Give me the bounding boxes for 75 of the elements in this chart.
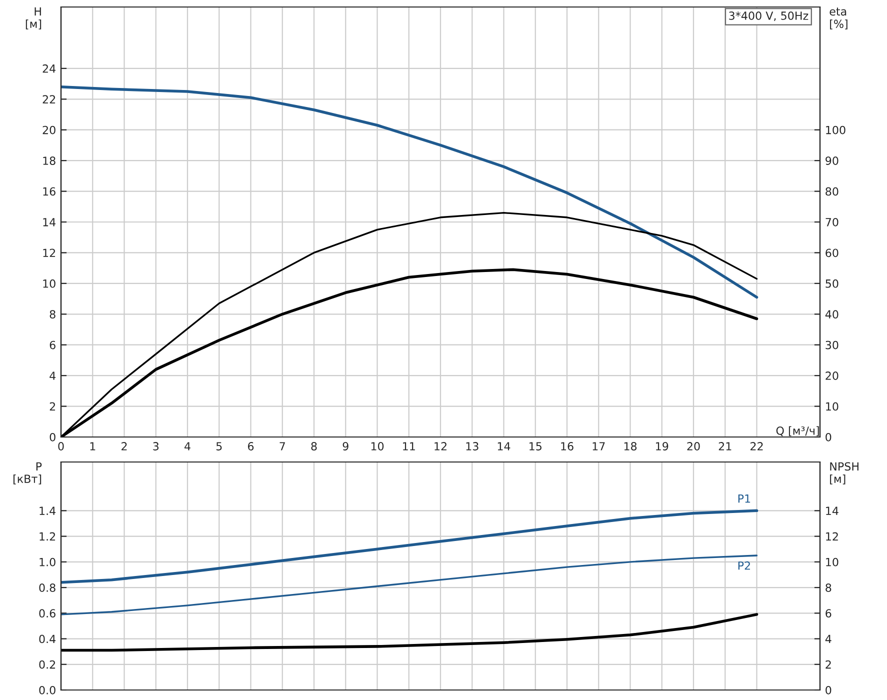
line-series [61, 85, 758, 299]
x-tick-label: 6 [248, 442, 254, 450]
y2-axis-title: NPSH [м] [830, 462, 858, 484]
y2-tick-label: 8 [826, 584, 832, 592]
x-tick-label: 9 [342, 442, 348, 450]
y2-tick-label: 90 [826, 156, 838, 165]
y-tick-label: 1.0 [40, 558, 56, 566]
y-tick-label: 1.4 [40, 506, 56, 515]
line-series [61, 554, 758, 616]
y-tick-label: 10 [43, 279, 56, 288]
y-tick-label: 4 [50, 372, 56, 380]
x-tick-label: 21 [718, 442, 732, 450]
series-label: P2 [738, 561, 750, 570]
y2-tick-label: 6 [826, 609, 832, 618]
y2-tick-label: 10 [826, 558, 838, 566]
x-tick-label: 12 [434, 442, 446, 450]
x-tick-label: 15 [530, 442, 542, 450]
y-tick-label: 22 [42, 95, 56, 104]
x-tick-label: 0 [58, 442, 64, 450]
x-tick-label: 18 [624, 442, 637, 450]
y-tick-label: 18 [43, 156, 56, 165]
y-tick-label: 0 [50, 432, 56, 442]
x-tick-label: 10 [371, 442, 384, 450]
line-series [61, 509, 758, 584]
x-tick-label: 22 [750, 442, 763, 450]
x-tick-label: 3 [153, 442, 159, 450]
y2-tick-label: 0 [826, 686, 832, 694]
y-tick-label: 6 [50, 340, 56, 350]
annotation: 3*400 V, 50Hz [729, 11, 808, 22]
x-tick-label: 20 [687, 442, 700, 450]
y2-tick-label: 30 [826, 340, 838, 350]
y-axis-title: H [м] [26, 7, 42, 30]
x-tick-label: 14 [498, 442, 510, 450]
x-tick-label: 17 [592, 442, 605, 450]
y-tick-label: 0.2 [39, 660, 56, 669]
y2-tick-label: 0 [826, 432, 832, 442]
y-tick-label: 20 [42, 126, 56, 134]
y-tick-label: 1.2 [40, 532, 56, 541]
y2-tick-label: 80 [826, 187, 838, 196]
x-tick-label: 1 [90, 442, 96, 450]
x-axis-title: Q [м³/ч] [776, 426, 819, 436]
y2-tick-label: 12 [826, 532, 838, 541]
y2-tick-label: 10 [826, 402, 838, 411]
y2-tick-label: 70 [826, 218, 838, 226]
x-tick-label: 7 [280, 442, 285, 450]
y-tick-label: 0.4 [39, 634, 56, 644]
y-tick-label: 2 [50, 402, 56, 411]
y-tick-label: 12 [43, 248, 56, 257]
y2-tick-label: 14 [826, 506, 838, 515]
y2-tick-label: 100 [826, 126, 846, 134]
y2-tick-label: 4 [825, 634, 832, 643]
y-tick-label: 14 [43, 218, 56, 226]
y-tick-label: 0.0 [39, 686, 56, 694]
x-tick-label: 11 [403, 442, 415, 450]
y-tick-label: 0.8 [39, 584, 56, 592]
x-tick-label: 4 [184, 442, 190, 450]
y2-tick-label: 40 [825, 310, 838, 319]
series-label: P1 [738, 494, 750, 503]
y-axis-title: P [кВт] [14, 462, 42, 484]
x-tick-label: 8 [311, 442, 317, 450]
y2-axis-title: eta [%] [830, 8, 848, 30]
y2-tick-label: 50 [826, 279, 838, 288]
y-tick-label: 24 [42, 64, 56, 73]
y-tick-label: 16 [43, 187, 56, 196]
line-series [61, 613, 758, 652]
y2-tick-label: 60 [826, 248, 838, 258]
y-tick-label: 8 [50, 310, 56, 319]
x-tick-label: 16 [561, 442, 574, 450]
x-tick-label: 19 [656, 442, 668, 450]
y2-tick-label: 20 [826, 372, 838, 380]
y2-tick-label: 2 [826, 660, 831, 669]
x-tick-label: 13 [466, 442, 478, 450]
x-tick-label: 5 [216, 442, 222, 450]
x-tick-label: 2 [122, 442, 127, 450]
y-tick-label: 0.6 [39, 609, 56, 618]
